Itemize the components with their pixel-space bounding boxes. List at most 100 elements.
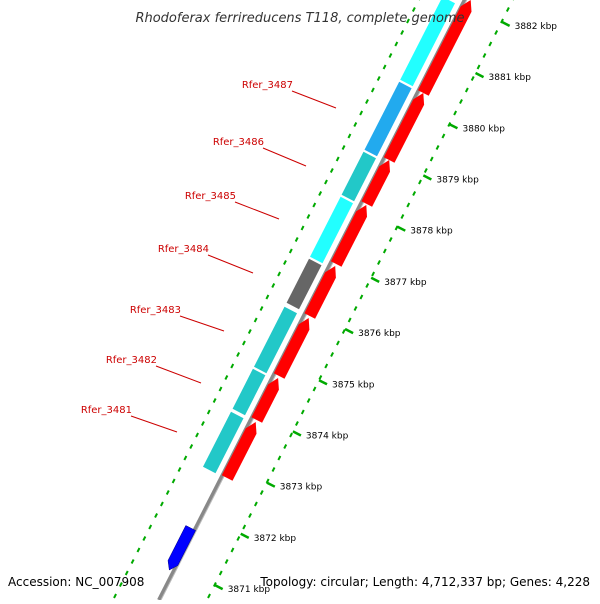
outer-ruler-dot [300,225,305,231]
outer-ruler-dot [382,64,387,70]
ruler-major-tick [370,276,380,283]
inner-ruler-dot [224,559,229,564]
reverse-gene-arrow [167,525,196,571]
gene-track [167,0,472,571]
outer-ruler-dot [154,513,158,518]
inner-ruler-dot [218,570,223,576]
inner-ruler-dot [382,248,387,254]
ruler-major-tick [396,225,406,232]
inner-ruler-dot [488,41,493,47]
inner-ruler-dot [476,64,481,70]
inner-ruler-dot [412,191,417,196]
gene-label-leader [155,365,202,384]
inner-ruler-dot [283,444,288,449]
inner-ruler-dot [295,421,299,426]
outer-ruler-dot [124,570,129,576]
gene-labels: Rfer_3481 Rfer_3482 Rfer_3483 Rfer_3484 Rfer… [81,80,337,433]
gene-label-rfer-3487: Rfer_3487 [242,80,293,91]
outer-ruler-dot [160,501,164,507]
outer-ruler-dot [329,168,334,173]
forward-gene-arrow [330,205,367,267]
ruler-major-tick [214,583,224,591]
inner-ruler-dot [453,110,458,116]
gene-label-rfer-3481: Rfer_3481 [81,405,132,416]
gene-label-leader [291,90,337,109]
inner-ruler-dot [406,202,411,208]
ruler-tick-label: 3874 kbp [306,432,349,442]
outer-ruler-dot [218,386,223,392]
inner-ruler-dot [459,99,463,104]
feature-block [232,368,266,416]
gene-label-leader [234,201,280,220]
inner-ruler-dot [377,260,381,265]
inner-ruler-dot [254,501,258,507]
inner-ruler-dot [388,237,393,242]
outer-ruler-dot [118,582,123,587]
outer-ruler-dot [294,237,299,242]
forward-gene-arrow [383,93,425,163]
outer-ruler-dot [259,306,264,311]
inner-ruler-dot [330,352,334,357]
inner-ruler-dot [418,179,422,185]
inner-ruler-dot [365,283,370,288]
inner-ruler-dot [277,455,282,461]
outer-ruler-dot [359,110,364,116]
outer-ruler-dot [236,352,240,357]
inner-ruler-dot [429,156,434,162]
outer-ruler-dot [365,99,369,104]
inner-ruler-dot [347,317,352,323]
outer-ruler-dot [212,398,217,403]
ruler-tick-label: 3880 kbp [463,124,506,134]
inner-ruler-dot [359,294,364,300]
outer-ruler-dot [370,87,375,93]
feature-block [400,0,455,87]
outer-ruler-dot [353,122,358,127]
outer-ruler-dot [394,41,399,47]
outer-ruler-dot [177,467,182,472]
outer-ruler-dot [283,260,287,265]
outer-ruler-dot [195,432,199,438]
ruler-major-tick [292,430,302,437]
ruler-major-tick [448,123,459,130]
forward-gene-arrow [304,266,336,319]
ruler-major-tick [266,481,276,488]
outer-ruler-dot [253,317,258,323]
inner-ruler-dot [505,7,510,12]
outer-ruler-dot [148,524,153,530]
gene-label-leader [207,254,254,274]
gene-label-rfer-3482: Rfer_3482 [106,355,157,366]
inner-ruler-dot [470,76,475,81]
outer-ruler-dot [388,53,393,58]
ruler-tick-label: 3882 kbp [515,22,558,32]
inner-ruler-dot [265,478,270,484]
inner-ruler-dot [207,593,211,599]
inner-ruler-dot [242,524,247,530]
outer-ruler-dot [171,478,176,484]
inner-ruler-dot [300,409,305,415]
outer-ruler-dot [130,559,135,564]
gene-label-leader [179,315,225,332]
forward-gene-arrow [221,422,257,481]
outer-ruler-dot [189,444,194,449]
inner-ruler-dot [441,133,446,139]
inner-ruler-dot [494,30,499,35]
outer-ruler-dot [247,329,252,334]
outer-ruler-dot [335,156,340,162]
ruler-tick-label: 3879 kbp [436,176,479,186]
inner-ruler-dot [248,513,252,518]
ruler-major-tick [474,71,485,79]
outer-ruler-dot [242,340,246,346]
ruler-major-tick [422,174,432,181]
gene-label-rfer-3485: Rfer_3485 [185,191,236,202]
inner-ruler-dot [353,306,358,311]
inner-ruler-dot [371,271,376,277]
outer-ruler-dot [230,363,235,369]
ruler-major-tick [344,327,354,335]
outer-ruler-dot [347,133,352,139]
outer-ruler-dot [411,7,416,12]
ruler-major-tick [240,532,250,539]
outer-ruler-dot [400,30,405,35]
ruler-tick-label: 3876 kbp [358,329,401,339]
